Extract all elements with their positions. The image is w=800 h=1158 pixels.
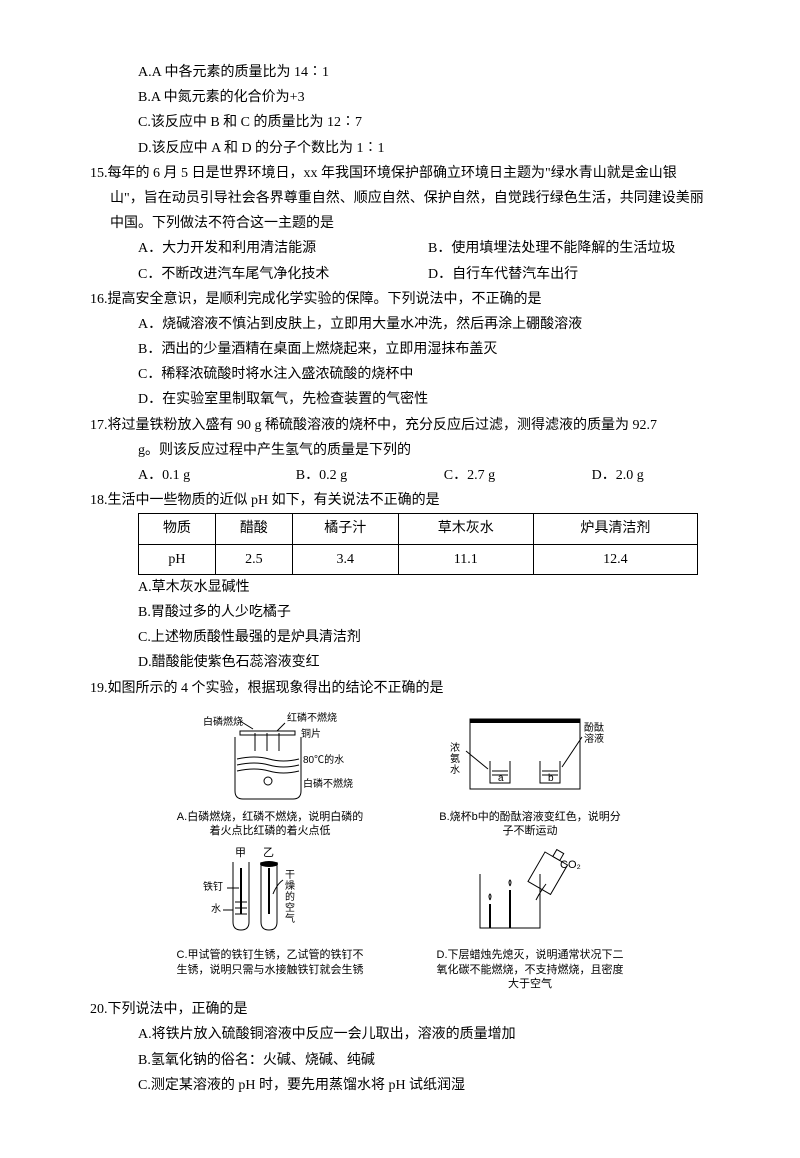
fig-d-caption: D.下层蜡烛先熄灭，说明通常状况下二氧化碳不能燃烧，不支持燃烧，且密度大于空气 — [435, 948, 625, 991]
beaker-diagram-icon: 白磷燃烧 红磷不燃烧 铜片 80℃的水 白磷不燃烧 — [185, 711, 355, 806]
q19-figures: 白磷燃烧 红磷不燃烧 铜片 80℃的水 白磷不燃烧 A.白磷燃烧，红磷不燃烧，说… — [90, 711, 710, 991]
q17-stem-2: g。则该反应过程中产生氢气的质量是下列的 — [90, 438, 710, 463]
q18-table: 物质 醋酸 橘子汁 草木灰水 炉具清洁剂 pH 2.5 3.4 11.1 12.… — [138, 513, 698, 574]
svg-text:甲: 甲 — [235, 847, 246, 859]
svg-text:CO₂: CO₂ — [560, 859, 581, 871]
svg-text:铁钉: 铁钉 — [203, 880, 223, 893]
th-substance: 物质 — [139, 514, 216, 544]
q15-stem: 15.每年的 6 月 5 日是世界环境日，xx 年我国环境保护部确立环境日主题为… — [90, 161, 710, 237]
row-label: pH — [139, 544, 216, 574]
q16-opt-b: B．洒出的少量酒精在桌面上燃烧起来，立即用湿抹布盖灭 — [90, 337, 710, 362]
q14-opt-a: A.A 中各元素的质量比为 14∶1 — [90, 60, 710, 85]
cover-beakers-icon: a b 浓氨水 酚酞溶液 — [450, 711, 610, 806]
q19-stem: 19.如图所示的 4 个实验，根据现象得出的结论不正确的是 — [90, 676, 710, 701]
fig-d: CO₂ D.下层蜡烛先熄灭，说明通常状况下二氧化碳不能燃烧，不支持燃烧，且密度大… — [435, 844, 625, 991]
q16-opt-c: C．稀释浓硫酸时将水注入盛浓硫酸的烧杯中 — [90, 362, 710, 387]
q18-opt-b: B.胃酸过多的人少吃橘子 — [90, 600, 710, 625]
svg-text:b: b — [548, 773, 554, 784]
fig-b: a b 浓氨水 酚酞溶液 B.烧杯b中的酚酞溶液变红色，说明分子不断运动 — [435, 711, 625, 839]
svg-text:浓氨水: 浓氨水 — [450, 742, 460, 776]
q16-opt-d: D．在实验室里制取氧气，先检查装置的气密性 — [90, 387, 710, 412]
q18-opt-d: D.醋酸能使紫色石蕊溶液变红 — [90, 650, 710, 675]
q15-opt-c: C．不断改进汽车尾气净化技术 — [138, 262, 428, 287]
test-tubes-icon: 甲 乙 铁钉 水 干燥的空气 — [185, 844, 355, 944]
q18-opt-a: A.草木灰水显碱性 — [90, 575, 710, 600]
svg-text:白磷燃烧: 白磷燃烧 — [203, 715, 243, 728]
svg-text:80℃的水: 80℃的水 — [303, 753, 344, 766]
q16-stem: 16.提高安全意识，是顺利完成化学实验的保障。下列说法中，不正确的是 — [90, 287, 710, 312]
co2-candles-icon: CO₂ — [450, 844, 610, 944]
th-col1: 醋酸 — [215, 514, 292, 544]
q20-stem: 20.下列说法中，正确的是 — [90, 997, 710, 1022]
cell-3: 11.1 — [398, 544, 533, 574]
th-col4: 炉具清洁剂 — [533, 514, 697, 544]
q17-opt-c: C．2.7 g — [444, 463, 592, 488]
cell-1: 2.5 — [215, 544, 292, 574]
svg-text:白磷不燃烧: 白磷不燃烧 — [303, 777, 353, 790]
q15-opt-b: B．使用填埋法处理不能降解的生活垃圾 — [428, 236, 708, 261]
fig-b-caption: B.烧杯b中的酚酞溶液变红色，说明分子不断运动 — [435, 810, 625, 839]
q14-opt-d: D.该反应中 A 和 D 的分子个数比为 1∶1 — [90, 136, 710, 161]
table-row: pH 2.5 3.4 11.1 12.4 — [139, 544, 698, 574]
th-col3: 草木灰水 — [398, 514, 533, 544]
q17-options: A．0.1 g B．0.2 g C．2.7 g D．2.0 g — [90, 463, 710, 488]
q15-opt-d: D．自行车代替汽车出行 — [428, 262, 708, 287]
q15-opt-a: A．大力开发和利用清洁能源 — [138, 236, 428, 261]
th-col2: 橘子汁 — [292, 514, 398, 544]
q18-stem: 18.生活中一些物质的近似 pH 如下，有关说法不正确的是 — [90, 488, 710, 513]
q17-opt-b: B．0.2 g — [296, 463, 444, 488]
cell-2: 3.4 — [292, 544, 398, 574]
svg-text:铜片: 铜片 — [301, 727, 321, 740]
fig-c-caption: C.甲试管的铁钉生锈，乙试管的铁钉不生锈，说明只需与水接触铁钉就会生锈 — [175, 948, 365, 977]
fig-a: 白磷燃烧 红磷不燃烧 铜片 80℃的水 白磷不燃烧 A.白磷燃烧，红磷不燃烧，说… — [175, 711, 365, 839]
q20-opt-b: B.氢氧化钠的俗名：火碱、烧碱、纯碱 — [90, 1048, 710, 1073]
table-row: 物质 醋酸 橘子汁 草木灰水 炉具清洁剂 — [139, 514, 698, 544]
fig-c: 甲 乙 铁钉 水 干燥的空气 C.甲试管的铁钉生锈，乙试管的铁钉不生锈，说明只需… — [175, 844, 365, 991]
q20-opt-c: C.测定某溶液的 pH 时，要先用蒸馏水将 pH 试纸润湿 — [90, 1073, 710, 1098]
q20-opt-a: A.将铁片放入硫酸铜溶液中反应一会儿取出，溶液的质量增加 — [90, 1022, 710, 1047]
cell-4: 12.4 — [533, 544, 697, 574]
svg-text:干燥的空气: 干燥的空气 — [285, 870, 295, 925]
q14-opt-b: B.A 中氮元素的化合价为+3 — [90, 85, 710, 110]
q14-opt-c: C.该反应中 B 和 C 的质量比为 12∶7 — [90, 110, 710, 135]
q16-opt-a: A．烧碱溶液不慎沾到皮肤上，立即用大量水冲洗，然后再涂上硼酸溶液 — [90, 312, 710, 337]
q18-opt-c: C.上述物质酸性最强的是炉具清洁剂 — [90, 625, 710, 650]
svg-text:红磷不燃烧: 红磷不燃烧 — [287, 711, 337, 724]
q17-opt-a: A．0.1 g — [138, 463, 296, 488]
fig-a-caption: A.白磷燃烧，红磷不燃烧，说明白磷的着火点比红磷的着火点低 — [175, 810, 365, 839]
svg-text:水: 水 — [211, 903, 221, 915]
svg-text:酚酞溶液: 酚酞溶液 — [584, 721, 604, 745]
svg-text:乙: 乙 — [263, 846, 274, 859]
svg-text:a: a — [498, 773, 504, 784]
q17-opt-d: D．2.0 g — [592, 463, 710, 488]
q17-stem-1: 17.将过量铁粉放入盛有 90 g 稀硫酸溶液的烧杯中，充分反应后过滤，测得滤液… — [90, 413, 710, 438]
